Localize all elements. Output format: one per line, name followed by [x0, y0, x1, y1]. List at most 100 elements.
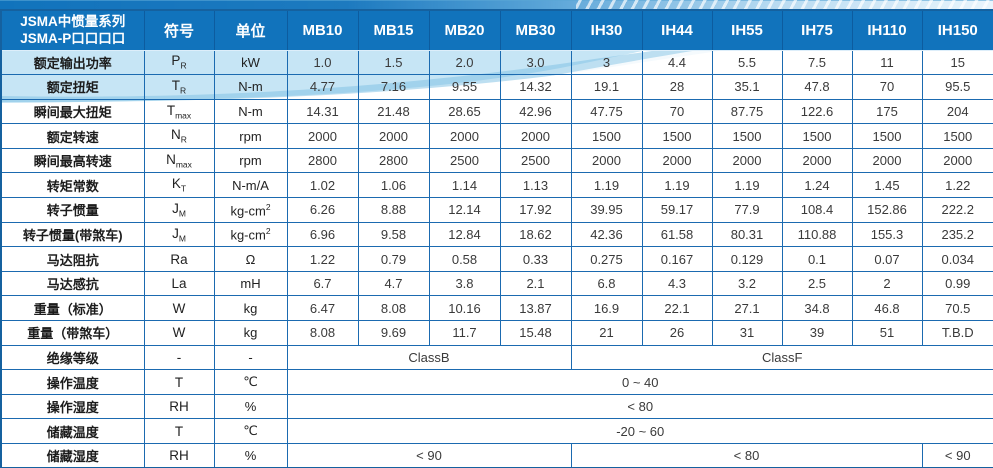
- row-unit: %: [213, 393, 288, 420]
- row-label: 瞬间最高转速: [0, 147, 145, 174]
- value-cell: 155.3: [851, 221, 923, 248]
- value-cell: 4.4: [641, 49, 713, 76]
- span-cell: -20 ~ 60: [286, 418, 993, 444]
- value-cell: 18.62: [499, 221, 572, 248]
- value-cell: 59.17: [641, 197, 713, 223]
- table-row: 瞬间最大扭矩 Tmax N-m 14.31 21.48 28.65 42.96 47.75 70…: [0, 98, 993, 125]
- value-cell: 2800: [357, 147, 430, 174]
- value-cell: 11.7: [428, 320, 501, 346]
- row-symbol: La: [143, 270, 215, 297]
- value-cell: 70.5: [921, 295, 993, 322]
- column-header-model: IH30: [570, 10, 643, 51]
- value-cell: 21: [570, 320, 643, 346]
- value-cell: 2000: [499, 123, 572, 149]
- value-cell: 108.4: [781, 197, 853, 223]
- column-header-unit: 单位: [213, 10, 288, 51]
- value-cell: 9.58: [357, 221, 430, 248]
- value-cell: 6.96: [286, 221, 359, 248]
- span-cell: ClassF: [570, 344, 993, 371]
- span-cell: < 80: [570, 443, 923, 468]
- row-label: 额定扭矩: [0, 74, 145, 100]
- table-row: 储藏温度 T ℃ -20 ~ 60: [0, 418, 993, 444]
- value-cell: 1.19: [641, 172, 713, 199]
- value-cell: 0.129: [711, 246, 783, 272]
- value-cell: 122.6: [781, 98, 853, 125]
- table-row: 转子惯量 JM kg-cm2 6.26 8.88 12.14 17.92 39.95 59.17…: [0, 197, 993, 223]
- column-header-model: MB20: [428, 10, 501, 51]
- value-cell: 110.88: [781, 221, 853, 248]
- value-cell: 1.22: [921, 172, 993, 199]
- row-symbol: W: [143, 295, 215, 322]
- row-unit: ℃: [213, 418, 288, 444]
- row-unit: kg: [213, 320, 288, 346]
- value-cell: 35.1: [711, 74, 783, 100]
- value-cell: 235.2: [921, 221, 993, 248]
- row-symbol: TR: [143, 74, 215, 100]
- table-row: 转矩常数 KT N-m/A 1.02 1.06 1.14 1.13 1.19 1.19 1.19 1…: [0, 172, 993, 199]
- top-streak-decoration: [575, 0, 993, 9]
- value-cell: 2000: [641, 147, 713, 174]
- value-cell: 8.88: [357, 197, 430, 223]
- row-label: 马达感抗: [0, 270, 145, 297]
- row-unit: Ω: [213, 246, 288, 272]
- value-cell: 1.45: [851, 172, 923, 199]
- value-cell: 2000: [851, 147, 923, 174]
- row-symbol: JM: [143, 197, 215, 223]
- value-cell: 27.1: [711, 295, 783, 322]
- value-cell: 2000: [781, 147, 853, 174]
- top-band-gradient: [0, 0, 993, 9]
- value-cell: 12.84: [428, 221, 501, 248]
- value-cell: 17.92: [499, 197, 572, 223]
- value-cell: 0.167: [641, 246, 713, 272]
- value-cell: 7.5: [781, 49, 853, 76]
- table-row: 绝缘等级 - - ClassB ClassF: [0, 344, 993, 371]
- row-unit: N-m/A: [213, 172, 288, 199]
- row-unit: -: [213, 344, 288, 371]
- row-unit: mH: [213, 270, 288, 297]
- value-cell: 80.31: [711, 221, 783, 248]
- row-symbol: T: [143, 369, 215, 395]
- value-cell: 0.07: [851, 246, 923, 272]
- value-cell: 1500: [781, 123, 853, 149]
- column-header-symbol: 符号: [143, 10, 215, 51]
- value-cell: 1500: [641, 123, 713, 149]
- value-cell: 19.1: [570, 74, 643, 100]
- value-cell: 6.47: [286, 295, 359, 322]
- value-cell: 1.06: [357, 172, 430, 199]
- value-cell: 2.1: [499, 270, 572, 297]
- column-header-model: IH44: [641, 10, 713, 51]
- value-cell: 3: [570, 49, 643, 76]
- column-header-model: IH110: [851, 10, 923, 51]
- value-cell: 34.8: [781, 295, 853, 322]
- value-cell: 14.31: [286, 98, 359, 125]
- value-cell: 42.96: [499, 98, 572, 125]
- row-symbol: PR: [143, 49, 215, 76]
- table-row: 转子惯量(带煞车) JM kg-cm2 6.96 9.58 12.84 18.62 42.36…: [0, 221, 993, 248]
- row-symbol: Ra: [143, 246, 215, 272]
- value-cell: 2000: [711, 147, 783, 174]
- row-symbol: NR: [143, 123, 215, 149]
- value-cell: 42.36: [570, 221, 643, 248]
- value-cell: 2500: [428, 147, 501, 174]
- table-row: 马达感抗 La mH 6.7 4.7 3.8 2.1 6.8 4.3 3.2 2.5 2 0.99: [0, 270, 993, 297]
- motor-spec-table: JSMA中惯量系列 JSMA-P口口口口 符号 单位 MB10 MB15 MB20 M…: [0, 9, 993, 468]
- value-cell: 1.22: [286, 246, 359, 272]
- column-header-model: MB10: [286, 10, 359, 51]
- value-cell: 4.3: [641, 270, 713, 297]
- row-unit: rpm: [213, 147, 288, 174]
- series-title: JSMA中惯量系列 JSMA-P口口口口: [0, 10, 145, 51]
- value-cell: 16.9: [570, 295, 643, 322]
- value-cell: 4.7: [357, 270, 430, 297]
- value-cell: 2000: [428, 123, 501, 149]
- table-row: 马达阻抗 Ra Ω 1.22 0.79 0.58 0.33 0.275 0.167 0.129 0.…: [0, 246, 993, 272]
- value-cell: 28.65: [428, 98, 501, 125]
- value-cell: 0.1: [781, 246, 853, 272]
- value-cell: 28: [641, 74, 713, 100]
- value-cell: 1.24: [781, 172, 853, 199]
- value-cell: 9.55: [428, 74, 501, 100]
- value-cell: 7.16: [357, 74, 430, 100]
- row-label: 转子惯量: [0, 197, 145, 223]
- value-cell: 175: [851, 98, 923, 125]
- value-cell: 6.7: [286, 270, 359, 297]
- row-symbol: -: [143, 344, 215, 371]
